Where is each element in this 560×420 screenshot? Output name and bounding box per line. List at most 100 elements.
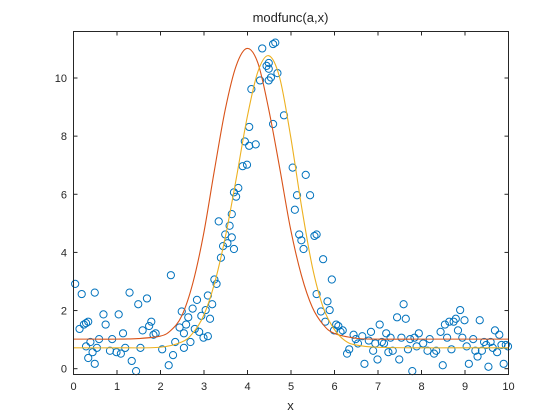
- data-point: [166, 271, 175, 280]
- data-point: [195, 327, 204, 336]
- data-point: [312, 230, 321, 239]
- data-point: [142, 294, 152, 303]
- data-point: [242, 160, 252, 169]
- data-point: [199, 333, 208, 342]
- data-point: [447, 345, 456, 354]
- x-tick-label: 5: [288, 381, 294, 393]
- chart-title: modfunc(a,x): [253, 10, 329, 25]
- x-tick-label: 1: [114, 381, 120, 393]
- data-point: [486, 337, 495, 347]
- y-tick-label: 4: [61, 247, 67, 259]
- data-point: [179, 343, 189, 352]
- data-point: [225, 221, 234, 230]
- data-point: [269, 39, 278, 49]
- data-point: [443, 333, 452, 342]
- data-point: [334, 321, 343, 331]
- x-tick-label: 8: [418, 381, 424, 393]
- data-point: [269, 119, 278, 129]
- data-point: [366, 327, 376, 336]
- data-point: [212, 279, 221, 288]
- y-tick-label: 6: [61, 189, 67, 201]
- data-point: [292, 191, 302, 200]
- plot-area: [73, 31, 508, 374]
- fit-curve-line-1: [73, 47, 508, 340]
- data-point: [473, 352, 482, 361]
- data-point: [432, 346, 441, 355]
- y-tick-label: 10: [55, 73, 67, 85]
- data-point: [495, 330, 504, 339]
- tick-layer: 0 1 2 3 4 5 6 7 8 9 10 0 2 4 6 8 10: [55, 31, 515, 393]
- data-point: [493, 348, 502, 357]
- series-layer: [71, 38, 513, 376]
- data-point: [395, 355, 404, 364]
- x-tick-label: 4: [244, 381, 250, 393]
- data-point: [475, 316, 484, 325]
- data-point: [353, 339, 363, 348]
- data-point: [192, 295, 202, 304]
- data-point: [438, 361, 447, 370]
- data-point: [84, 353, 93, 363]
- data-point: [145, 321, 154, 331]
- data-point: [116, 349, 125, 358]
- data-point: [127, 356, 136, 366]
- y-tick-label: 0: [61, 364, 67, 376]
- data-point: [171, 337, 180, 347]
- data-point: [399, 300, 408, 309]
- data-point: [179, 329, 189, 338]
- data-point: [301, 170, 310, 179]
- data-point: [203, 332, 212, 341]
- data-point: [460, 316, 469, 325]
- data-point: [297, 236, 306, 245]
- data-point: [462, 342, 471, 351]
- data-point: [403, 345, 413, 354]
- data-point: [205, 314, 215, 323]
- data-point: [325, 305, 334, 315]
- data-point: [386, 333, 395, 342]
- data-point: [419, 339, 428, 348]
- data-point: [490, 326, 500, 335]
- data-point: [147, 317, 156, 326]
- data-point: [288, 163, 297, 172]
- data-point: [75, 324, 84, 334]
- data-point: [190, 324, 199, 334]
- data-point: [453, 326, 463, 335]
- data-point: [264, 64, 273, 73]
- data-point: [227, 233, 236, 242]
- fit-curve-line-2: [72, 55, 508, 349]
- data-point: [499, 359, 508, 368]
- data-point: [410, 333, 419, 342]
- data-point: [323, 297, 332, 306]
- x-tick-label: 6: [331, 381, 337, 393]
- data-point: [358, 332, 367, 341]
- data-point: [175, 323, 184, 332]
- data-point: [401, 314, 410, 323]
- x-tick-label: 9: [462, 381, 468, 393]
- data-point: [90, 359, 99, 368]
- data-point: [255, 76, 265, 85]
- data-point: [382, 329, 391, 338]
- x-axis-label: x: [287, 398, 294, 413]
- data-point: [377, 337, 386, 347]
- data-point: [327, 275, 336, 284]
- data-point: [392, 313, 402, 322]
- data-point: [312, 289, 321, 299]
- data-point: [81, 319, 91, 328]
- data-point: [79, 320, 88, 329]
- data-point: [364, 336, 373, 345]
- data-point: [182, 320, 191, 329]
- data-point: [258, 44, 267, 53]
- data-point: [168, 351, 178, 360]
- data-point: [77, 289, 86, 299]
- data-point: [375, 320, 384, 329]
- data-point: [321, 317, 330, 326]
- data-point: [101, 320, 110, 329]
- x-tick-label: 10: [502, 381, 514, 393]
- data-point: [423, 346, 432, 355]
- data-point: [342, 349, 352, 358]
- data-point: [451, 314, 460, 323]
- data-point: [482, 340, 491, 350]
- data-point: [414, 329, 423, 338]
- data-point: [158, 345, 167, 354]
- data-point: [440, 320, 450, 329]
- data-point: [90, 288, 99, 297]
